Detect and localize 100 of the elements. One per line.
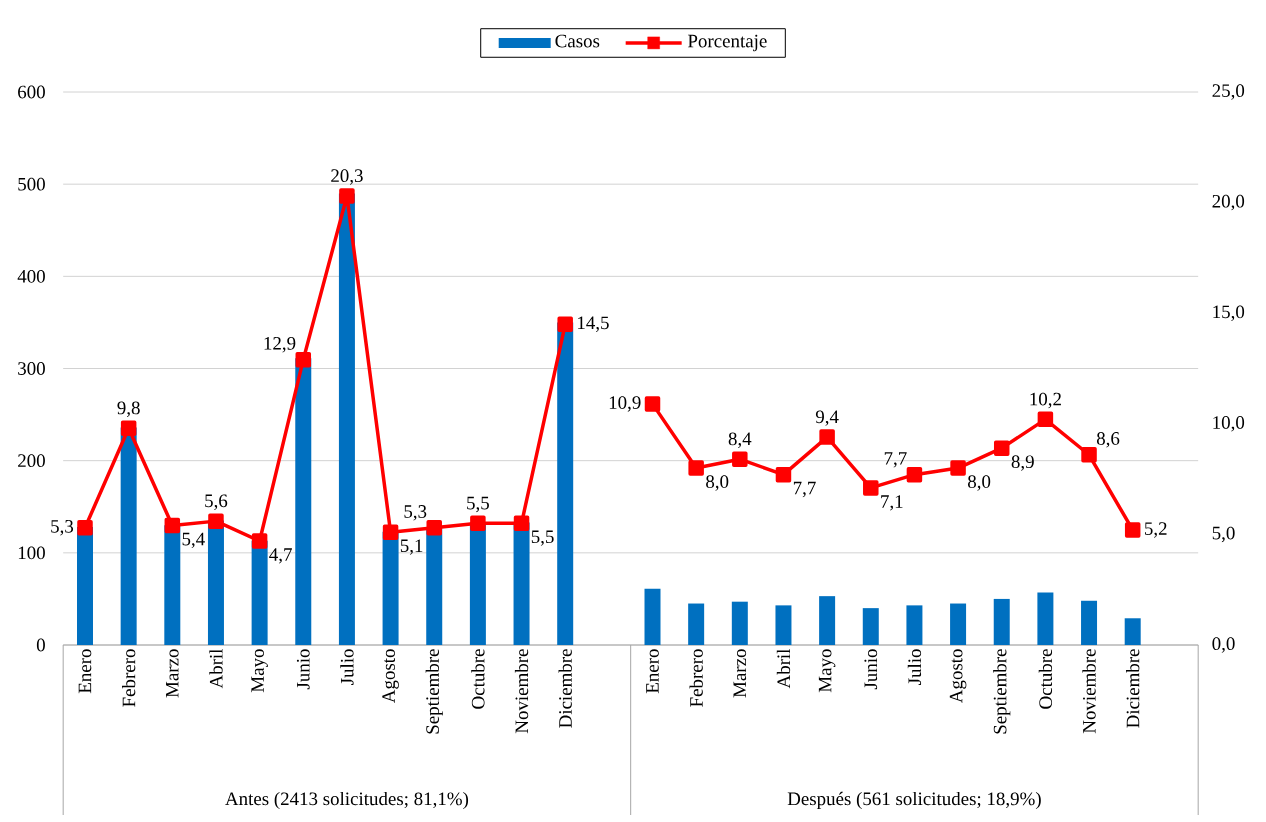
bar	[993, 598, 1010, 645]
data-label: 8,9	[1011, 455, 1034, 471]
data-label: 7,1	[881, 495, 903, 511]
point	[775, 466, 792, 483]
data-label: 14,5	[578, 316, 609, 332]
data-label: 5,4	[182, 532, 205, 549]
data-label: 5,2	[1144, 522, 1167, 538]
x-tick-label: Enero	[646, 649, 659, 694]
data-label: 8,6	[1096, 432, 1120, 448]
x-tick-label: Junio	[296, 649, 310, 690]
legend-label: Casos	[555, 34, 600, 48]
point	[557, 316, 573, 332]
data-label: 4,7	[269, 548, 292, 564]
x-tick-label: Agosto	[382, 649, 399, 704]
x-tick-label: Mayo	[251, 649, 268, 693]
bar	[251, 540, 268, 645]
y2-tick-label: 20,0	[1212, 194, 1245, 211]
y-tick-label: 100	[18, 546, 45, 560]
y2-tick-label: 15,0	[1213, 305, 1245, 321]
point	[513, 515, 530, 532]
y2-tick-label: 0,0	[1212, 637, 1235, 653]
point	[732, 451, 748, 467]
y-tick-label: 300	[18, 362, 45, 375]
x-tick-label: Febrero	[122, 649, 136, 707]
data-label: 10,2	[1030, 392, 1061, 409]
x-tick-label: Octubre	[1038, 649, 1053, 709]
y-tick-label: 400	[17, 269, 45, 283]
x-tick-label: Octubre	[471, 649, 485, 709]
x-tick-label: Noviembre	[1082, 649, 1096, 734]
y2-tick-label: 10,0	[1213, 416, 1245, 432]
point	[470, 515, 486, 532]
x-tick-label: Diciembre	[1126, 649, 1140, 728]
point	[644, 396, 661, 412]
point	[164, 517, 181, 534]
point	[208, 513, 224, 529]
bar	[950, 603, 967, 645]
point	[993, 440, 1010, 456]
x-tick-label: Noviembre	[514, 649, 529, 734]
point	[819, 429, 835, 445]
bar	[775, 605, 792, 645]
bar	[164, 525, 181, 645]
data-label: 12,9	[264, 337, 296, 353]
bar	[1124, 618, 1141, 645]
x-tick-label: Septiembre	[425, 649, 443, 734]
data-label: 10,9	[609, 396, 641, 412]
x-tick-label: Abril	[209, 648, 223, 689]
point	[251, 533, 268, 549]
data-label: 7,7	[884, 452, 907, 468]
legend-label: Porcentaje	[687, 34, 767, 52]
point	[339, 188, 355, 204]
point	[1124, 522, 1141, 538]
y-tick-label: 600	[18, 85, 45, 99]
bar	[688, 603, 705, 645]
point	[863, 480, 879, 496]
data-label: 5,3	[404, 505, 427, 521]
bar	[382, 531, 399, 645]
x-tick-label: Mayo	[818, 649, 836, 693]
x-tick-label: Julio	[907, 649, 922, 685]
x-tick-label: Diciembre	[558, 649, 572, 728]
bar	[295, 358, 312, 645]
y2-tick-label: 25,0	[1212, 84, 1245, 100]
x-tick-label: Enero	[78, 649, 92, 694]
data-label: 7,7	[793, 481, 816, 498]
data-label: 8,0	[706, 475, 729, 491]
point	[688, 460, 704, 476]
text: Después (561 solicitudes; 18,9%)	[787, 791, 1041, 810]
data-label: 9,8	[117, 401, 140, 418]
x-tick-label: Agosto	[949, 649, 967, 704]
point	[1081, 447, 1097, 463]
point	[77, 520, 93, 536]
x-tick-label: Junio	[864, 649, 878, 690]
x-tick-label: Marzo	[733, 649, 747, 698]
data-label: 9,4	[815, 410, 839, 426]
data-label: 5,1	[400, 539, 423, 555]
x-tick-label: Febrero	[689, 649, 703, 707]
y-tick-label: 200	[18, 454, 45, 468]
bar	[513, 522, 530, 645]
data-label: 8,4	[728, 432, 752, 448]
data-label: 5,5	[531, 530, 554, 546]
y-tick-label: 0	[36, 638, 45, 652]
point	[950, 460, 966, 476]
data-label: 8,0	[968, 475, 991, 491]
point	[295, 351, 312, 368]
x-tick-label: Abril	[776, 648, 791, 689]
point	[120, 420, 137, 436]
bar	[906, 605, 923, 645]
bar	[644, 588, 661, 645]
x-tick-label: Julio	[340, 649, 354, 685]
bar	[731, 601, 748, 645]
bar	[1037, 592, 1054, 645]
bar	[862, 608, 879, 645]
x-tick-label: Septiembre	[993, 649, 1011, 734]
data-label: 5,6	[205, 494, 228, 510]
text: Antes (2413 solicitudes; 81,1%)	[225, 791, 469, 810]
x-tick-label: Marzo	[166, 649, 179, 698]
y-tick-label: 500	[18, 177, 45, 191]
y2-tick-label: 5,0	[1212, 526, 1235, 543]
point	[426, 520, 442, 536]
bar	[1081, 600, 1098, 645]
bar	[120, 427, 137, 645]
